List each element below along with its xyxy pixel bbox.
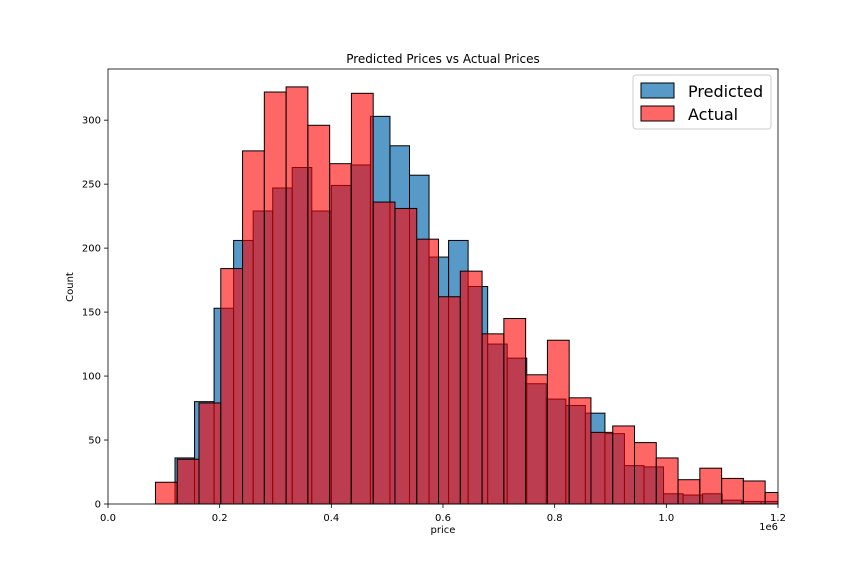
actual-bar	[459, 270, 483, 505]
actual-bar	[699, 467, 723, 505]
legend-label-actual: Actual	[688, 105, 738, 124]
actual-bars	[154, 86, 779, 505]
actual-bar	[525, 374, 548, 505]
actual-bar	[503, 317, 527, 505]
actual-bar	[655, 457, 679, 505]
x-axis-offset-label: 1e6	[759, 522, 778, 533]
actual-bar	[590, 431, 614, 505]
actual-bar	[394, 207, 418, 505]
actual-bar	[220, 268, 244, 505]
x-axis-title: price	[431, 525, 456, 536]
actual-bar	[198, 402, 222, 505]
actual-bar	[764, 491, 779, 505]
y-tick-label: 200	[82, 244, 101, 255]
actual-bar	[285, 86, 309, 505]
legend-swatch-predicted	[640, 82, 675, 99]
actual-bar	[481, 333, 505, 505]
actual-bar	[263, 91, 287, 505]
actual-bar	[438, 296, 461, 505]
y-tick-label: 250	[82, 180, 101, 191]
actual-bar	[634, 442, 657, 505]
legend-label-predicted: Predicted	[688, 82, 763, 101]
actual-bar	[612, 425, 635, 505]
actual-bar	[350, 92, 374, 505]
y-tick-label: 300	[82, 116, 101, 127]
x-tick-label: 0.2	[212, 513, 228, 524]
actual-bar	[329, 163, 352, 505]
actual-bar	[154, 481, 178, 505]
actual-bar	[721, 477, 744, 505]
y-tick-label: 50	[88, 436, 101, 447]
y-tick-label: 0	[95, 500, 101, 511]
chart-title: Predicted Prices vs Actual Prices	[346, 52, 540, 66]
actual-bar	[242, 150, 265, 505]
y-tick-label: 100	[82, 372, 101, 383]
x-axis: 0.0 0.2 0.4 0.6 0.8 1.0 1.2	[100, 504, 786, 524]
x-tick-label: 1.2	[770, 513, 786, 524]
actual-bar	[307, 124, 331, 505]
legend: Predicted Actual	[632, 74, 772, 130]
x-tick-label: 1.0	[658, 513, 674, 524]
legend-swatch-actual	[640, 105, 675, 122]
x-tick-label: 0.4	[323, 513, 339, 524]
actual-bar	[416, 238, 440, 505]
actual-bar	[176, 458, 200, 505]
actual-bar	[677, 479, 701, 505]
y-tick-label: 150	[82, 308, 101, 319]
actual-bar	[568, 397, 592, 505]
x-tick-label: 0.6	[435, 513, 451, 524]
actual-bar	[372, 201, 396, 505]
y-axis-title: Count	[65, 272, 76, 302]
y-axis: 0 50 100 150 200 250 300	[82, 116, 108, 511]
actual-bar	[546, 339, 570, 505]
x-tick-label: 0.8	[547, 513, 563, 524]
actual-bar	[742, 480, 766, 505]
x-tick-label: 0.0	[100, 513, 116, 524]
